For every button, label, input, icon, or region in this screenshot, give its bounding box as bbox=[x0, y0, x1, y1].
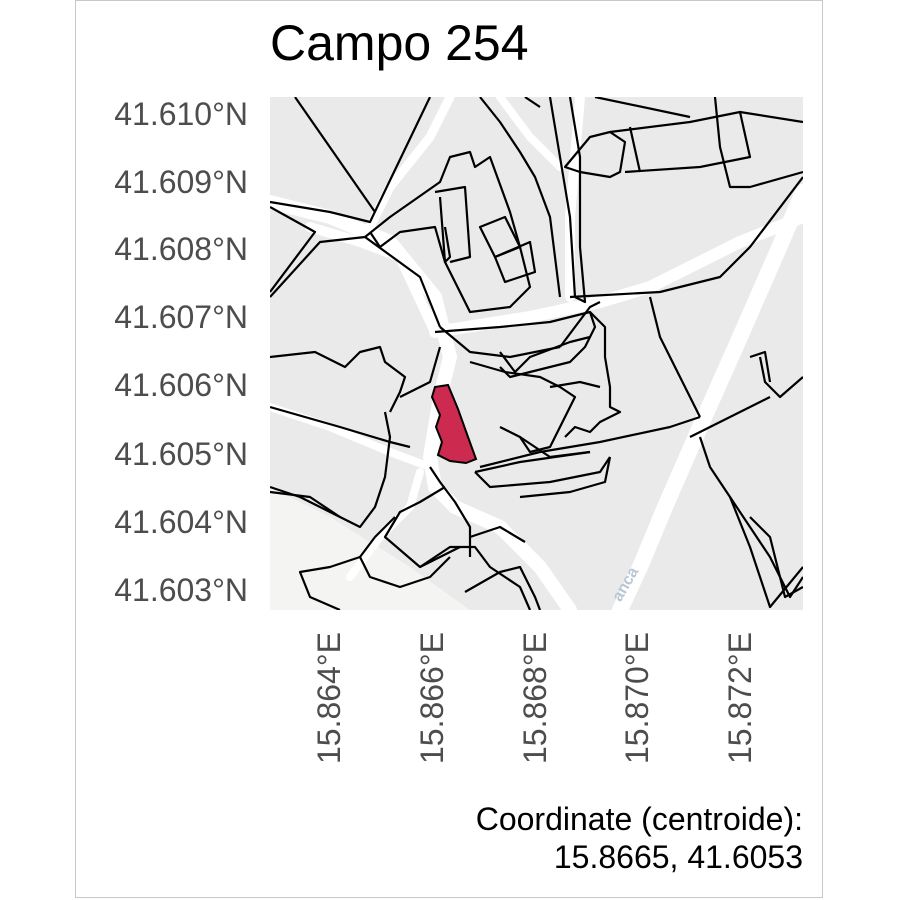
highlighted-parcel bbox=[430, 383, 478, 465]
y-tick-label: 41.610°N bbox=[114, 96, 248, 132]
parcel-outlines bbox=[270, 97, 803, 610]
plot-frame bbox=[75, 0, 823, 898]
y-tick-label: 41.609°N bbox=[114, 164, 248, 200]
centroid-caption: Coordinate (centroide): 15.8665, 41.6053 bbox=[476, 800, 803, 876]
x-tick-label: 15.864°E bbox=[311, 632, 347, 765]
x-tick-label: 15.870°E bbox=[619, 632, 655, 765]
caption-coordinates: 15.8665, 41.6053 bbox=[553, 839, 803, 875]
x-tick-label: 15.866°E bbox=[414, 632, 450, 765]
y-tick-label: 41.607°N bbox=[114, 299, 248, 335]
y-tick-label: 41.608°N bbox=[114, 231, 248, 267]
caption-heading: Coordinate (centroide): bbox=[475, 801, 803, 837]
y-tick-label: 41.603°N bbox=[114, 572, 248, 608]
map-title: Campo 254 bbox=[270, 15, 529, 71]
y-tick-label: 41.604°N bbox=[114, 504, 248, 540]
y-tick-label: 41.606°N bbox=[114, 367, 248, 403]
map-panel: anca bbox=[270, 97, 803, 610]
x-tick-label: 15.868°E bbox=[517, 632, 553, 765]
x-tick-label: 15.872°E bbox=[722, 632, 758, 765]
y-tick-label: 41.605°N bbox=[114, 436, 248, 472]
